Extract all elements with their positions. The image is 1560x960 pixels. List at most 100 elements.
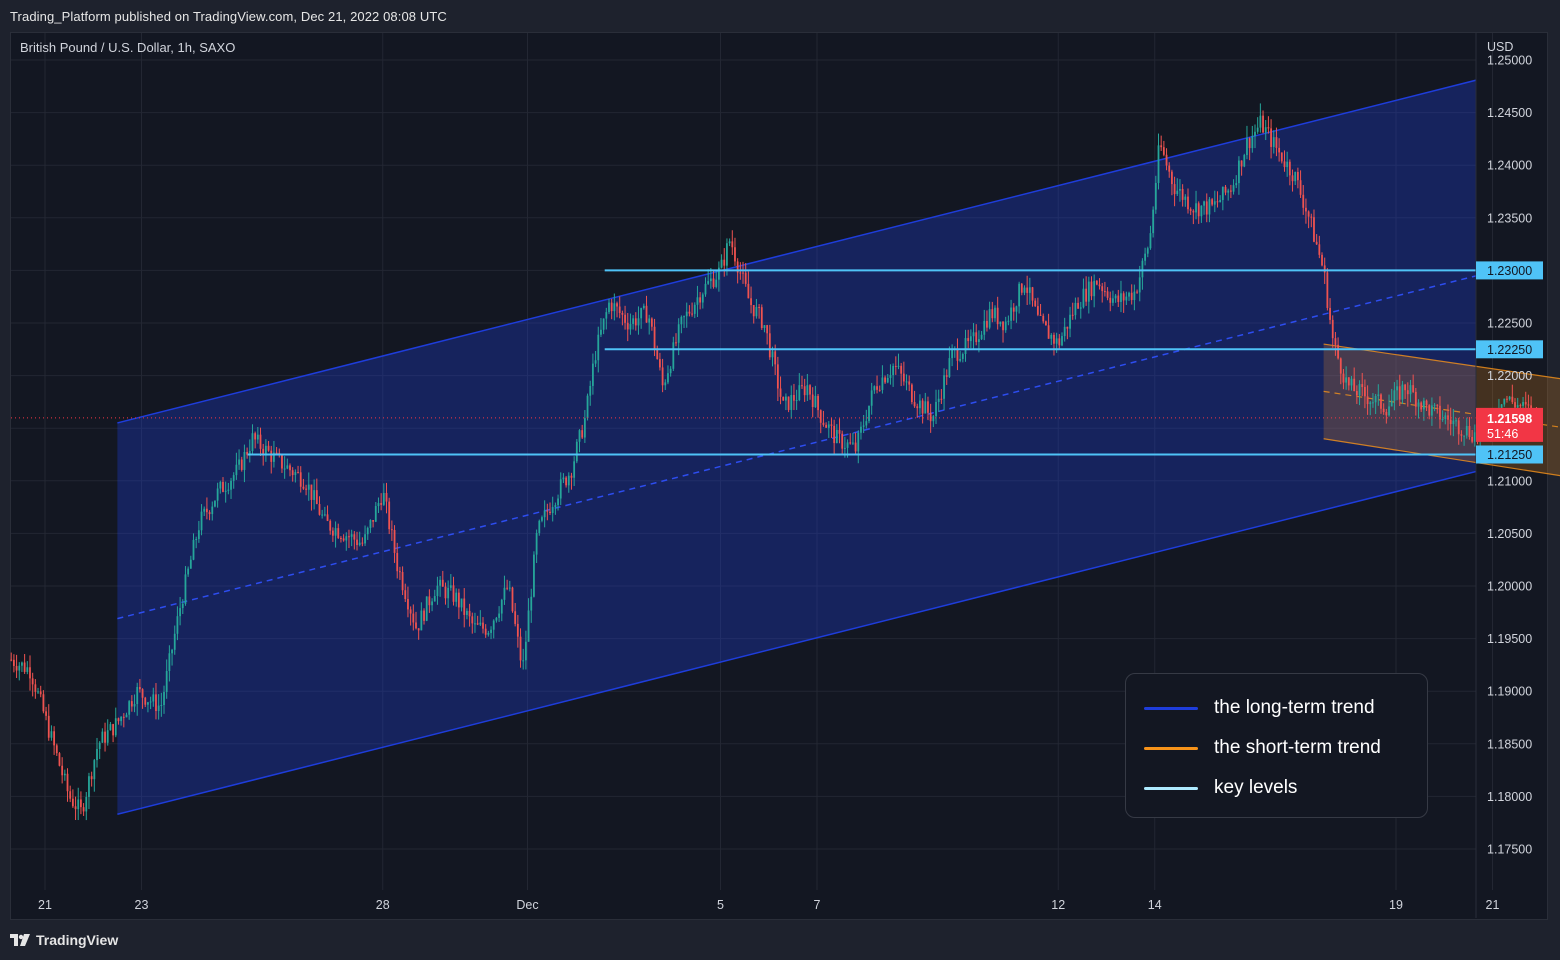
candle-body <box>460 598 463 608</box>
candle-body <box>967 338 970 342</box>
candle-body <box>364 534 366 544</box>
candle-body <box>742 272 744 274</box>
candle-body <box>511 587 514 612</box>
candle-body <box>983 320 986 335</box>
candle-body <box>927 401 929 413</box>
candle-body <box>120 716 123 722</box>
candle-body <box>1053 334 1055 344</box>
candle-body <box>275 452 278 454</box>
candle-body <box>1045 321 1047 326</box>
candle-body <box>184 574 187 604</box>
tradingview-logo[interactable]: TradingView <box>10 932 118 948</box>
candle-body <box>474 623 476 625</box>
candle-body <box>1173 184 1176 195</box>
candle-body <box>924 401 927 414</box>
time-axis-label: 28 <box>376 898 390 912</box>
candle-body <box>471 616 474 624</box>
candle-body <box>809 385 811 395</box>
time-axis-label: 21 <box>38 898 52 912</box>
candle-body <box>441 579 444 587</box>
candle-body <box>677 324 680 343</box>
candle-body <box>752 305 755 317</box>
candle-body <box>428 596 431 606</box>
candle-body <box>299 472 302 487</box>
candle-body <box>374 506 377 522</box>
candle-body <box>586 395 589 419</box>
candle-body <box>356 539 358 546</box>
symbol-label: British Pound / U.S. Dollar, 1h, SAXO <box>20 40 235 55</box>
candle-body <box>490 629 492 633</box>
candle-body <box>1157 145 1160 183</box>
candle-body <box>801 385 803 387</box>
price-axis-label: 1.23500 <box>1487 211 1532 225</box>
candle-body <box>1524 401 1527 405</box>
candle-body <box>1055 338 1058 344</box>
candle-body <box>712 278 715 287</box>
candle-body <box>768 333 771 358</box>
candle-body <box>1251 135 1254 149</box>
candle-body <box>1444 415 1447 419</box>
candle-body <box>160 704 163 706</box>
candle-body <box>1039 314 1042 316</box>
time-axis-label: 12 <box>1051 898 1065 912</box>
key-level-tag <box>1476 340 1543 359</box>
candle-body <box>567 475 570 486</box>
chart-legend: the long-term trend the short-term trend… <box>1125 673 1428 818</box>
candle-body <box>128 701 131 715</box>
candle-body <box>554 505 557 508</box>
candle-body <box>235 464 238 476</box>
candle-body <box>1181 188 1184 200</box>
candle-body <box>728 241 731 244</box>
candle-body <box>1246 138 1248 156</box>
candle-body <box>900 365 903 374</box>
candle-body <box>1004 321 1007 331</box>
candle-body <box>1235 183 1238 186</box>
short-term-channel-fill <box>1323 344 1560 476</box>
candle-body <box>618 306 621 313</box>
candle-body <box>648 318 651 323</box>
candle-body <box>581 430 584 438</box>
candle-body <box>1296 172 1299 181</box>
candle-body <box>1125 296 1128 301</box>
candle-body <box>541 517 543 521</box>
candle-body <box>407 599 409 610</box>
candle-body <box>959 358 962 361</box>
candle-body <box>600 329 602 335</box>
candle-body <box>1473 432 1476 442</box>
candle-body <box>1431 405 1433 416</box>
candle-body <box>1463 435 1465 437</box>
candle-body <box>629 323 632 330</box>
candle-body <box>187 568 190 575</box>
candle-body <box>1457 420 1460 435</box>
candle-body <box>1079 307 1082 309</box>
candle-body <box>1321 254 1323 266</box>
candle-body <box>902 373 905 382</box>
candle-body <box>53 731 56 746</box>
candle-body <box>776 364 779 389</box>
candle-body <box>289 465 291 471</box>
candle-body <box>382 492 385 505</box>
candle-body <box>487 632 490 635</box>
candle-body <box>29 667 31 679</box>
candle-body <box>114 718 117 736</box>
candle-body <box>916 406 919 409</box>
candle-body <box>262 448 265 456</box>
candle-body <box>452 585 455 602</box>
candle-body <box>1433 404 1436 406</box>
candle-body <box>259 434 262 449</box>
candle-body <box>608 302 610 313</box>
candle-body <box>846 442 849 448</box>
candle-body <box>929 412 932 422</box>
candle-body <box>570 475 573 478</box>
candle-body <box>717 267 720 280</box>
candle-body <box>80 799 82 808</box>
candle-body <box>886 377 889 383</box>
candle-body <box>1382 408 1385 413</box>
candle-body <box>203 508 206 512</box>
candle-body <box>463 598 466 615</box>
candle-body <box>1355 390 1358 396</box>
candle-body <box>109 724 112 731</box>
candle-body <box>1098 284 1101 287</box>
candle-body <box>999 321 1002 325</box>
candle-body <box>943 375 945 399</box>
